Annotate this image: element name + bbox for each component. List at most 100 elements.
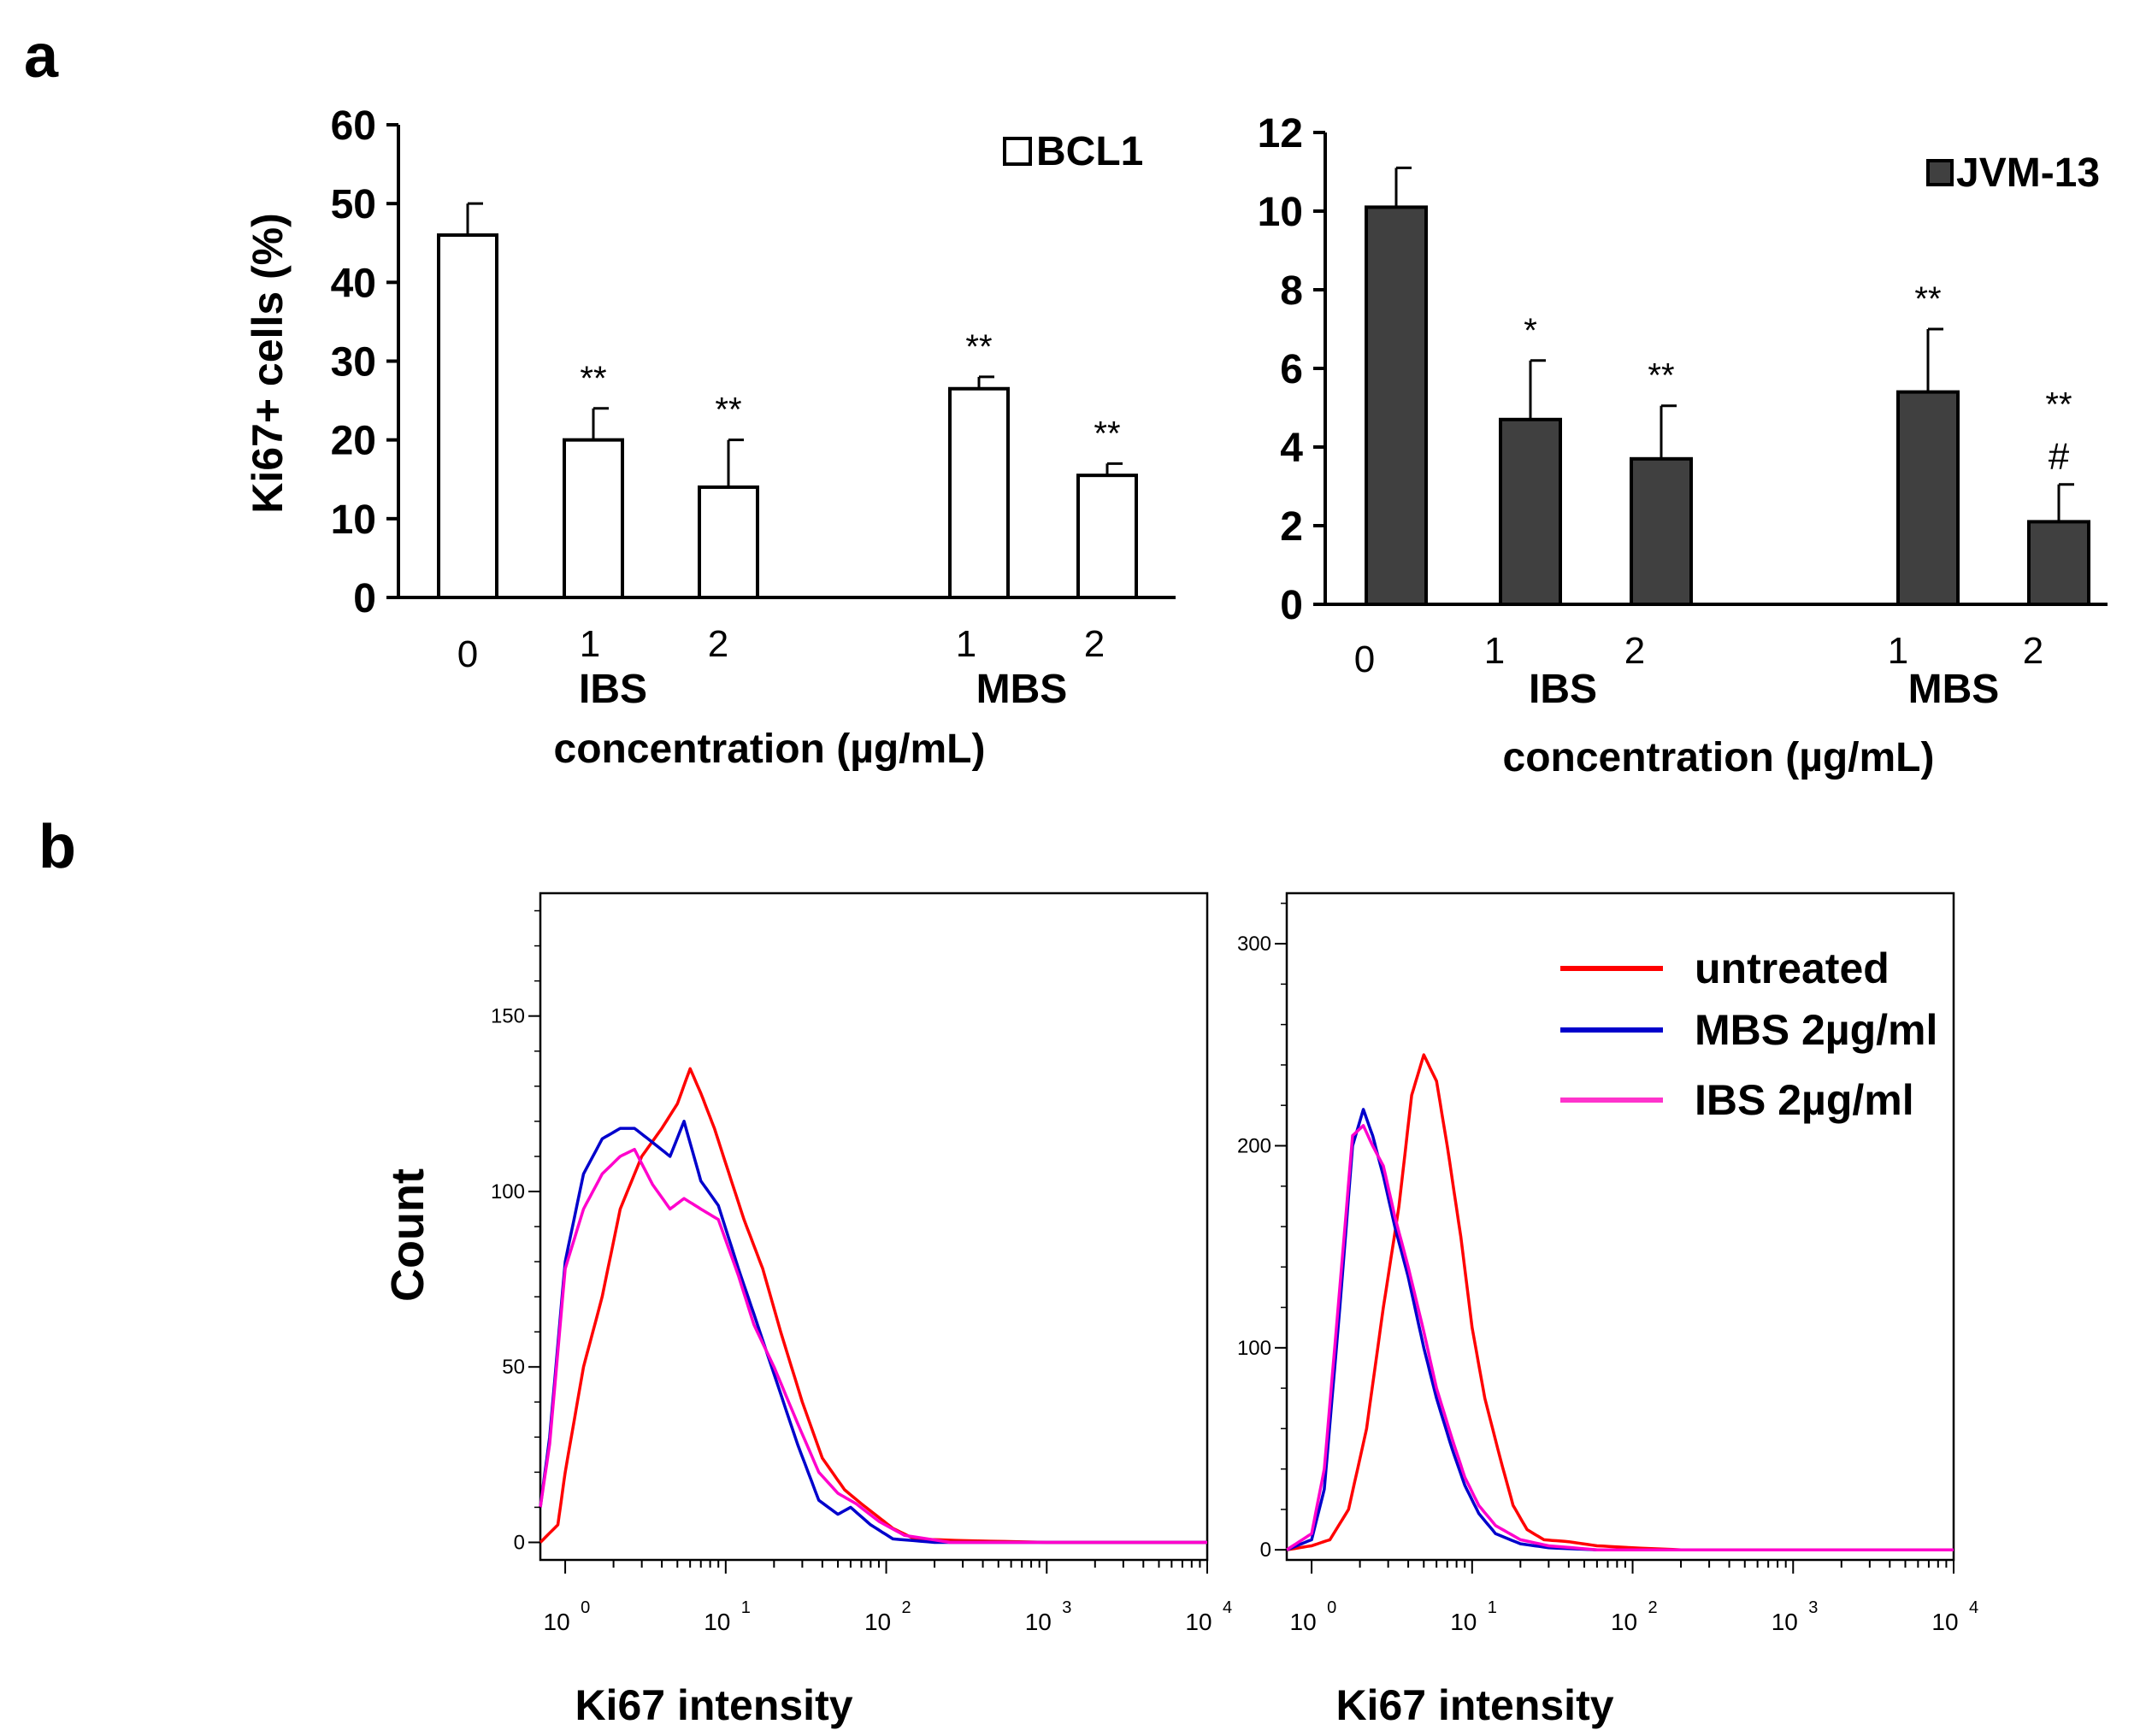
significance-label: ** [715,391,741,429]
jvm13-group-mbs: MBS [1908,667,2000,712]
bcl1-group-mbs: MBS [976,667,1068,712]
bar [1630,456,1693,606]
y-tick-label: 50 [331,182,376,227]
x-tick-label: 2 [1084,623,1105,665]
significance-label: ** [965,328,992,366]
legend-label-untreated: untreated [1695,945,1890,992]
y-tick-label: 40 [331,261,376,306]
y-tick-label: 100 [491,1180,525,1203]
y-tick-label: 2 [1280,504,1303,550]
histogram-left-frame [539,892,1209,1562]
x-tick-exponent: 3 [1062,1598,1071,1617]
x-tick-label: 10 [1450,1609,1477,1635]
x-tick-exponent: 1 [741,1598,751,1617]
y-tick-label: 0 [1280,583,1303,628]
histogram-right-frame [1285,892,1955,1562]
histogram-left: 0 50 100 150 100 10 1 10 2 10 3 10 4 Ki67 intensity… [382,892,1232,1729]
histogram-right-curves [1286,1053,1954,1551]
bcl1-y-axis-label: Ki67+ cells (%) [244,213,292,514]
x-tick-label: 10 [1931,1609,1958,1635]
x-tick-label: 1 [580,623,600,665]
x-tick-exponent: 0 [1327,1598,1336,1617]
histogram-legend: untreated MBS 2µg/ml IBS 2µg/ml [1560,945,1937,1124]
y-tick-label: 150 [491,1005,525,1028]
histogram-right-x-ticks: 10 0 10 1 10 2 10 3 10 4 [1290,1560,1978,1635]
x-tick-label: 2 [2023,630,2043,672]
jvm13-bars: *******# [1365,166,2090,607]
series-line-mbs [539,1120,1207,1545]
x-tick-exponent: 0 [581,1598,590,1617]
x-tick-exponent: 2 [902,1598,911,1617]
x-tick-exponent: 2 [1648,1598,1658,1617]
panel-label-b: b [38,813,76,881]
bcl1-y-ticks: 0 10 20 30 40 50 60 [331,103,398,621]
histogram-left-y-ticks: 0 50 100 150 [491,909,540,1554]
jvm13-y-ticks: 0 2 4 6 8 10 12 [1258,111,1325,628]
y-tick-label: 10 [1258,190,1303,235]
series-line-ibs [539,1147,1207,1545]
significance-label: ** [2045,386,2072,424]
x-tick-exponent: 4 [1969,1598,1978,1617]
jvm13-legend-swatch [1926,159,1954,186]
x-tick-label: 1 [1484,630,1505,672]
panel-label-a: a [24,22,59,91]
histogram-left-x-label: Ki67 intensity [575,1681,852,1729]
x-tick-label: 10 [1772,1609,1798,1635]
x-tick-label: 1 [1888,630,1908,672]
jvm13-legend-label: JVM-13 [1956,150,2100,196]
y-tick-label: 100 [1237,1337,1271,1360]
x-tick-label: 10 [1185,1609,1212,1635]
significance-label: * [1524,312,1537,350]
y-tick-label: 0 [353,576,376,621]
x-tick-label: 10 [704,1609,730,1635]
x-tick-label: 2 [1624,630,1645,672]
significance-label: ** [1094,415,1120,452]
significance-label-hash: # [2049,436,2070,478]
bcl1-x-axis-label: concentration (µg/mL) [554,727,986,772]
y-tick-label: 4 [1280,426,1303,471]
x-tick-label: 0 [457,633,478,675]
y-tick-label: 30 [331,340,376,385]
bcl1-bar-chart: ** ** ** ** 0 10 20 30 40 50 60 0 1 2 1 2 IBS MBS con… [244,103,1176,772]
x-tick-exponent: 3 [1808,1598,1818,1617]
series-line-ibs [1286,1124,1954,1551]
y-tick-label: 8 [1280,268,1303,314]
y-tick-label: 20 [331,419,376,464]
series-line-mbs [1286,1108,1954,1551]
bar [1076,474,1138,599]
bar [948,386,1010,599]
histogram-right-y-ticks: 0 100 200 300 [1237,903,1287,1562]
bcl1-x-ticks: 0 1 2 1 2 [457,623,1105,675]
legend-label-ibs: IBS 2µg/ml [1695,1076,1914,1124]
bar [437,233,498,599]
bcl1-legend-swatch [1003,137,1032,166]
y-tick-label: 12 [1258,111,1303,156]
histogram-left-y-label: Count [382,1168,433,1302]
x-tick-label: 10 [1290,1609,1317,1635]
bar [1499,417,1562,606]
jvm13-group-ibs: IBS [1529,667,1597,712]
significance-label: ** [1648,357,1674,395]
series-line-untreated [539,1067,1207,1545]
bar [1896,390,1960,606]
y-tick-label: 10 [331,497,376,543]
x-tick-label: 0 [1354,638,1375,680]
y-tick-label: 50 [502,1356,525,1379]
x-tick-label: 1 [956,623,976,665]
y-tick-label: 6 [1280,347,1303,392]
histogram-left-x-ticks: 10 0 10 1 10 2 10 3 10 4 [544,1560,1232,1635]
y-tick-label: 200 [1237,1134,1271,1157]
significance-label: ** [1914,280,1941,318]
y-tick-label: 0 [514,1531,525,1554]
x-tick-exponent: 1 [1488,1598,1497,1617]
x-tick-exponent: 4 [1223,1598,1232,1617]
significance-label: ** [580,360,606,397]
histogram-left-curves [539,1067,1207,1545]
x-tick-label: 10 [544,1609,570,1635]
bcl1-legend-label: BCL1 [1036,129,1143,174]
histogram-right-x-label: Ki67 intensity [1335,1681,1613,1729]
x-tick-label: 10 [1025,1609,1052,1635]
